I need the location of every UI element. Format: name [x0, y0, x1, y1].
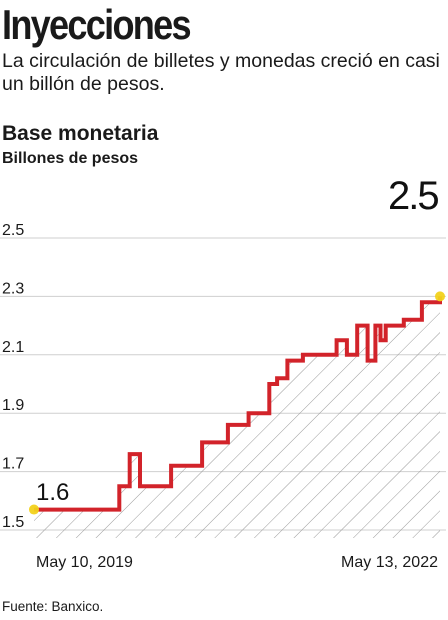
y-tick-label: 1.7	[2, 456, 24, 473]
end-point-marker	[435, 291, 445, 302]
subheadline: La circulación de billetes y monedas cre…	[2, 50, 440, 95]
source-note: Fuente: Banxico.	[2, 599, 104, 614]
y-tick-label: 1.5	[2, 514, 24, 531]
endpoint-markers	[29, 291, 445, 515]
start-value-label: 1.6	[36, 479, 69, 506]
x-end-label: May 13, 2022	[341, 554, 438, 571]
series-line	[34, 296, 442, 512]
y-tick-label: 2.1	[2, 339, 24, 356]
x-start-label: May 10, 2019	[36, 554, 133, 571]
start-point-marker	[29, 504, 39, 515]
chart-title: Base monetaria	[2, 122, 159, 145]
end-value-label: 2.5	[388, 174, 438, 218]
headline: Inyecciones	[2, 1, 192, 48]
y-tick-label: 2.3	[2, 280, 24, 297]
y-tick-label: 1.9	[2, 397, 24, 414]
y-tick-label: 2.5	[2, 222, 24, 239]
chart-labels: 1.5 1.7 1.9 2.1 2.3 2.5 1.6 2.5 May 10, 2019 May …	[2, 174, 440, 571]
y-axis-units-label: Billones de pesos	[2, 150, 139, 167]
series-line-layer	[34, 296, 442, 512]
